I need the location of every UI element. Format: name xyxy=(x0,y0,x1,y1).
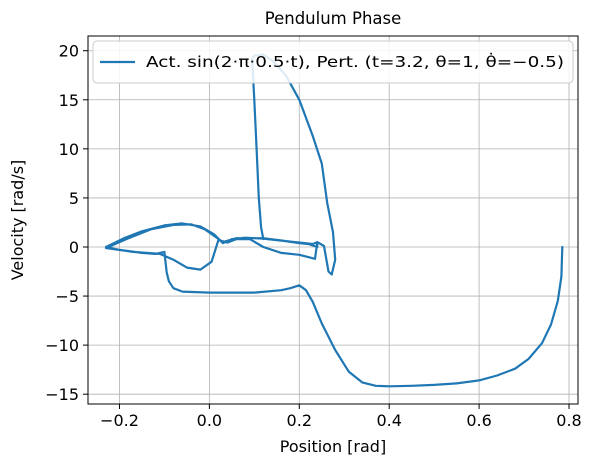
axis-ticks: −0.2 0.0 0.2 0.4 0.6 0.8 −15 −10 −5 0 5 10 15 20 xyxy=(45,42,582,430)
x-tick-label: 0.4 xyxy=(376,411,401,430)
y-tick-label: 0 xyxy=(69,238,79,257)
grid xyxy=(88,36,578,404)
y-tick-label: 10 xyxy=(59,140,79,159)
x-tick-label: −0.2 xyxy=(100,411,139,430)
x-tick-label: 0.6 xyxy=(466,411,491,430)
y-tick-label: 20 xyxy=(59,42,79,61)
plot-frame xyxy=(87,35,579,405)
series-line xyxy=(104,53,564,388)
x-tick-label: 0.0 xyxy=(197,411,222,430)
legend-box xyxy=(92,40,574,84)
legend: Act. sin(2·π·0.5·t), Pert. (t=3.2, θ=1, … xyxy=(92,40,574,84)
y-axis-label: Velocity [rad/s] xyxy=(8,160,27,281)
y-tick-label: −10 xyxy=(45,336,79,355)
y-tick-label: −5 xyxy=(55,287,79,306)
y-tick-label: −15 xyxy=(45,385,79,404)
y-tick-label: 15 xyxy=(59,91,79,110)
series-layer xyxy=(104,53,564,388)
chart-title: Pendulum Phase xyxy=(265,9,402,28)
y-tick-label: 5 xyxy=(69,189,79,208)
legend-entry-label: Act. sin(2·π·0.5·t), Pert. (t=3.2, θ=1, … xyxy=(146,52,564,71)
x-tick-label: 0.8 xyxy=(556,411,581,430)
x-tick-label: 0.2 xyxy=(287,411,312,430)
x-axis-label: Position [rad] xyxy=(280,437,386,456)
